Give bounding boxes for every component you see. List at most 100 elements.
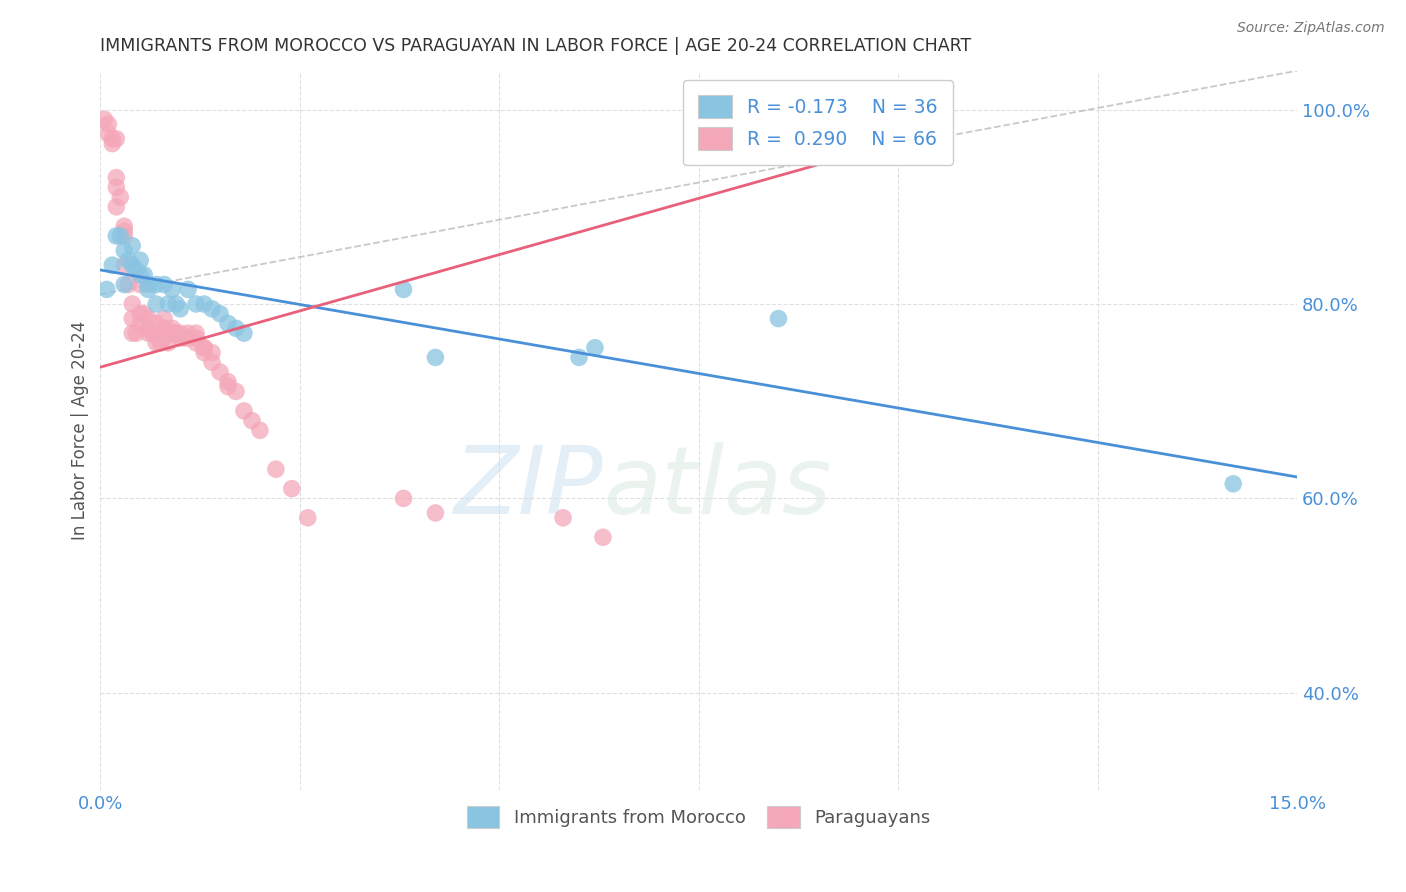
Point xyxy=(208,365,231,379)
Point xyxy=(184,331,207,345)
Point xyxy=(134,268,156,282)
Legend: Immigrants from Morocco, Paraguayans: Immigrants from Morocco, Paraguayans xyxy=(460,798,938,835)
Point xyxy=(225,384,247,399)
Point xyxy=(112,258,135,272)
Text: Source: ZipAtlas.com: Source: ZipAtlas.com xyxy=(1237,21,1385,35)
Point xyxy=(297,510,319,524)
Point xyxy=(112,224,135,238)
Point xyxy=(160,321,183,335)
Point xyxy=(233,326,256,340)
Point xyxy=(281,482,304,496)
Point xyxy=(551,510,574,524)
Point xyxy=(169,301,191,316)
Point xyxy=(117,253,139,268)
Point xyxy=(193,297,215,311)
Point xyxy=(129,307,152,321)
Point xyxy=(249,423,271,437)
Point xyxy=(110,190,132,204)
Point xyxy=(173,331,195,345)
Point xyxy=(592,530,614,544)
Point xyxy=(160,326,183,340)
Text: atlas: atlas xyxy=(603,442,831,533)
Point xyxy=(217,375,239,389)
Point xyxy=(425,506,447,520)
Point xyxy=(93,112,115,127)
Point xyxy=(160,326,183,340)
Point xyxy=(193,341,215,355)
Point xyxy=(768,311,790,326)
Point xyxy=(165,297,187,311)
Point xyxy=(129,317,152,331)
Point xyxy=(193,345,215,359)
Point xyxy=(96,282,118,296)
Point xyxy=(240,414,263,428)
Point xyxy=(145,317,167,331)
Point xyxy=(1222,476,1244,491)
Point xyxy=(112,277,135,292)
Point xyxy=(169,326,191,340)
Point xyxy=(101,136,124,151)
Point xyxy=(121,297,143,311)
Point xyxy=(201,301,224,316)
Point xyxy=(136,311,159,326)
Point xyxy=(201,345,224,359)
Point xyxy=(101,132,124,146)
Point xyxy=(121,326,143,340)
Point xyxy=(112,244,135,258)
Point xyxy=(112,229,135,244)
Point xyxy=(568,351,591,365)
Point xyxy=(145,335,167,350)
Point xyxy=(129,253,152,268)
Point xyxy=(136,321,159,335)
Point xyxy=(193,341,215,355)
Point xyxy=(217,317,239,331)
Point xyxy=(145,277,167,292)
Point xyxy=(105,200,128,214)
Point xyxy=(153,321,176,335)
Point xyxy=(160,282,183,296)
Point xyxy=(121,311,143,326)
Point xyxy=(112,219,135,234)
Point xyxy=(121,238,143,252)
Point xyxy=(264,462,287,476)
Point xyxy=(153,331,176,345)
Point xyxy=(110,229,132,244)
Point xyxy=(425,351,447,365)
Point xyxy=(129,277,152,292)
Point xyxy=(225,321,247,335)
Point xyxy=(101,258,124,272)
Point xyxy=(125,326,148,340)
Point xyxy=(105,132,128,146)
Text: ZIP: ZIP xyxy=(453,442,603,533)
Point xyxy=(157,297,180,311)
Point xyxy=(177,331,200,345)
Point xyxy=(392,491,415,506)
Point xyxy=(136,326,159,340)
Point xyxy=(136,277,159,292)
Point xyxy=(105,170,128,185)
Point xyxy=(105,180,128,194)
Point xyxy=(153,311,176,326)
Point xyxy=(141,326,163,340)
Point xyxy=(129,268,152,282)
Point xyxy=(583,341,606,355)
Point xyxy=(165,326,187,340)
Point xyxy=(208,307,231,321)
Point xyxy=(97,127,120,141)
Point xyxy=(201,355,224,369)
Point xyxy=(153,277,176,292)
Point xyxy=(177,326,200,340)
Point xyxy=(149,335,172,350)
Point xyxy=(117,277,139,292)
Point xyxy=(125,263,148,277)
Point xyxy=(177,282,200,296)
Point xyxy=(233,404,256,418)
Point xyxy=(217,379,239,393)
Point xyxy=(184,335,207,350)
Point xyxy=(184,297,207,311)
Point xyxy=(169,331,191,345)
Point xyxy=(121,258,143,272)
Point xyxy=(97,117,120,131)
Text: IMMIGRANTS FROM MOROCCO VS PARAGUAYAN IN LABOR FORCE | AGE 20-24 CORRELATION CHA: IMMIGRANTS FROM MOROCCO VS PARAGUAYAN IN… xyxy=(100,37,972,55)
Point xyxy=(157,335,180,350)
